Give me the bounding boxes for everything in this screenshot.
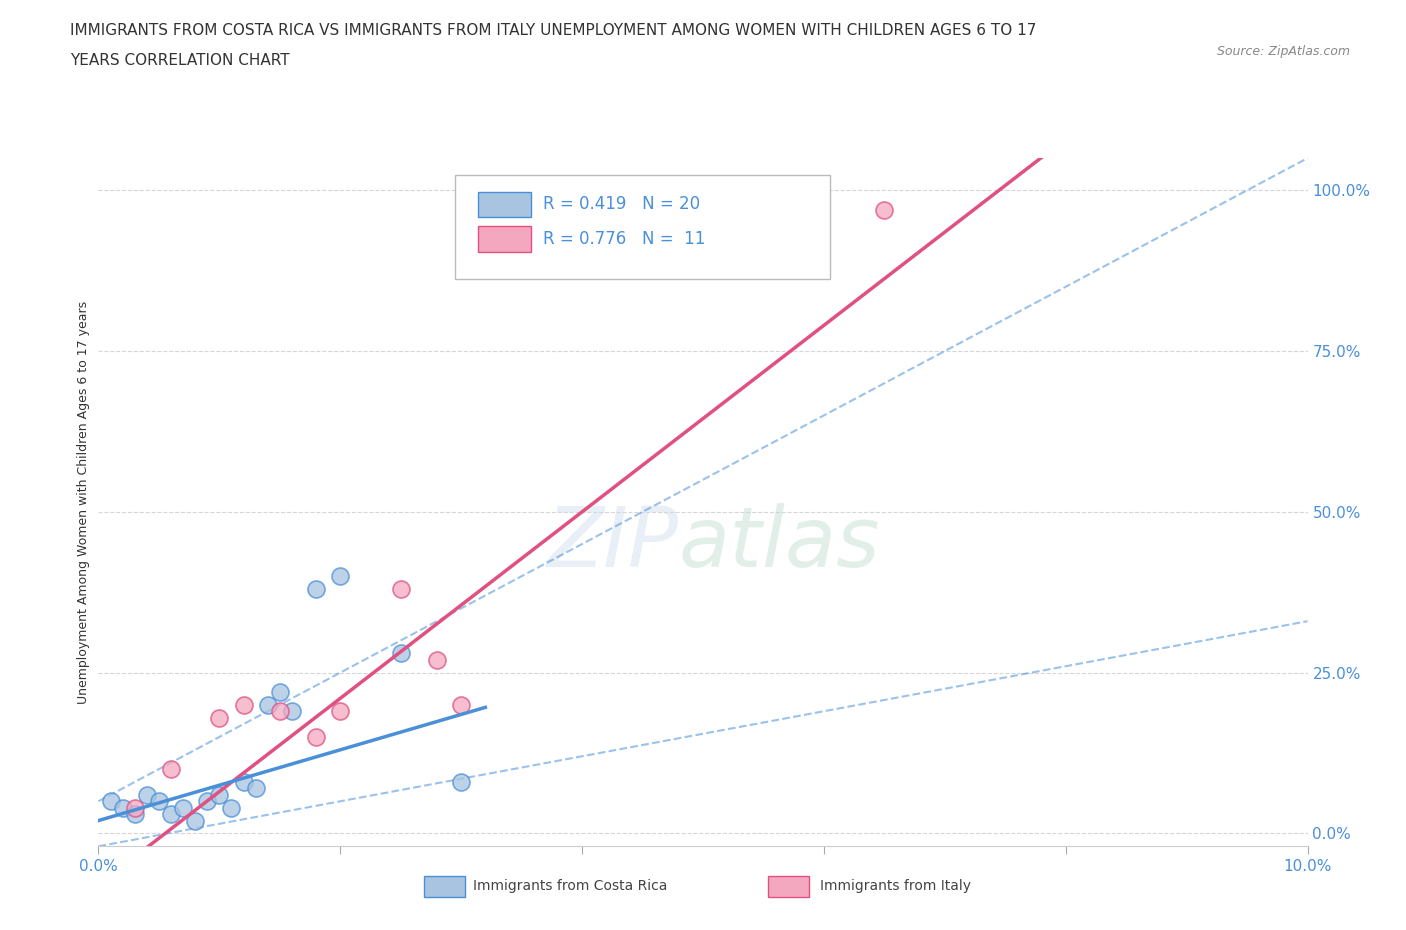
Point [172,801,194,816]
Point [450,775,472,790]
Point [100,794,122,809]
Text: ZIP: ZIP [547,503,679,584]
Point [389,581,412,596]
Point [305,729,328,744]
Point [135,788,157,803]
Point [426,652,449,667]
FancyBboxPatch shape [478,192,531,218]
Point [305,581,328,596]
Text: YEARS CORRELATION CHART: YEARS CORRELATION CHART [70,53,290,68]
Point [232,775,254,790]
Point [450,698,472,712]
Text: R = 0.776   N =  11: R = 0.776 N = 11 [543,230,706,247]
Text: R = 0.419   N = 20: R = 0.419 N = 20 [543,195,700,213]
Text: Immigrants from Italy: Immigrants from Italy [820,879,972,893]
Point [111,801,134,816]
Point [281,704,304,719]
FancyBboxPatch shape [423,876,465,897]
Point [245,781,267,796]
Y-axis label: Unemployment Among Women with Children Ages 6 to 17 years: Unemployment Among Women with Children A… [77,300,90,704]
Point [148,794,170,809]
FancyBboxPatch shape [478,226,531,252]
Point [124,806,146,821]
Point [329,569,352,584]
FancyBboxPatch shape [456,176,830,279]
Point [221,801,243,816]
Point [160,762,183,777]
Text: Immigrants from Costa Rica: Immigrants from Costa Rica [474,879,668,893]
Point [124,801,146,816]
Text: IMMIGRANTS FROM COSTA RICA VS IMMIGRANTS FROM ITALY UNEMPLOYMENT AMONG WOMEN WIT: IMMIGRANTS FROM COSTA RICA VS IMMIGRANTS… [70,23,1036,38]
Point [195,794,218,809]
Point [269,684,291,699]
Point [269,704,291,719]
Point [184,813,207,828]
FancyBboxPatch shape [768,876,810,897]
Point [208,788,231,803]
Point [160,806,183,821]
Point [256,698,278,712]
Point [389,646,412,661]
Point [873,202,896,217]
Text: Source: ZipAtlas.com: Source: ZipAtlas.com [1216,45,1350,58]
Point [232,698,254,712]
Point [329,704,352,719]
Text: atlas: atlas [679,503,880,584]
Point [208,711,231,725]
